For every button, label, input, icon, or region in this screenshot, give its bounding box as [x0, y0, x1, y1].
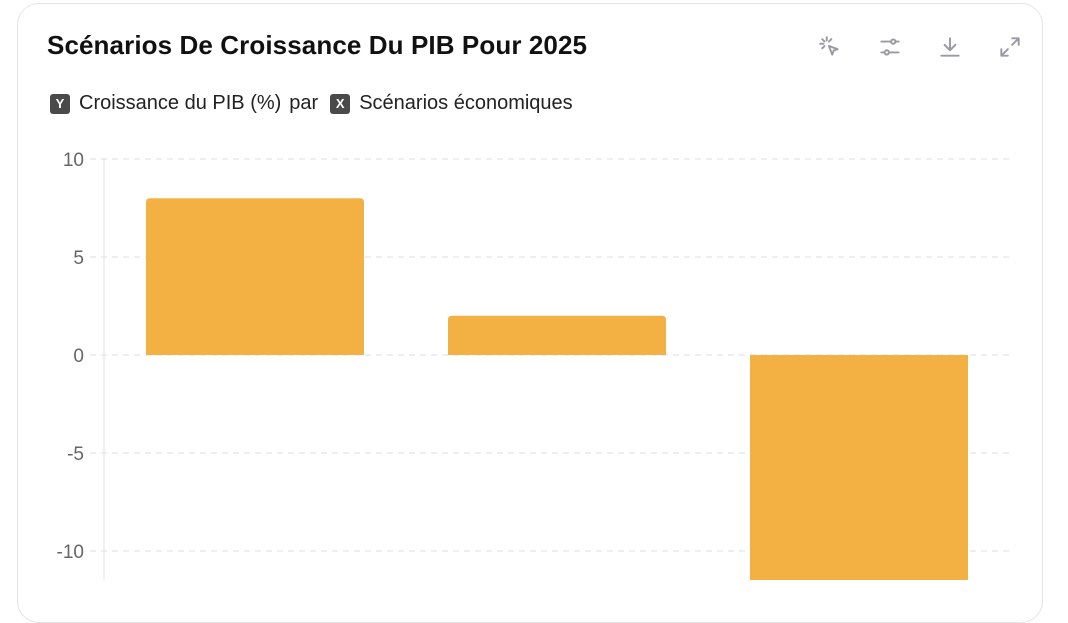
subtitle-connector: par — [289, 92, 319, 114]
y-tick-label: 0 — [73, 346, 84, 367]
bar-1[interactable] — [146, 198, 364, 355]
x-axis-label: Scénarios économiques — [359, 92, 573, 114]
chart-title: Scénarios De Croissance Du PIB Pour 2025 — [47, 30, 588, 60]
x-axis-badge: X — [330, 93, 351, 114]
y-axis-label: Croissance du PIB (%) — [79, 92, 282, 114]
y-axis-badge: Y — [50, 93, 70, 114]
select-tool-button[interactable] — [814, 31, 846, 63]
chart-subtitle: Y Croissance du PIB (%) par X Scénarios … — [50, 92, 573, 115]
y-tick-label: -5 — [67, 444, 84, 465]
bar-3[interactable] — [750, 355, 968, 580]
fullscreen-button[interactable] — [994, 31, 1026, 63]
y-tick-label: 10 — [63, 150, 84, 171]
download-icon — [940, 37, 960, 57]
y-tick-label: 5 — [73, 248, 84, 269]
expand-icon — [1000, 37, 1020, 57]
y-tick-label: -10 — [57, 542, 84, 563]
sliders-icon — [880, 38, 900, 56]
filter-settings-button[interactable] — [874, 31, 906, 63]
bar-2[interactable] — [448, 315, 666, 355]
click-pointer-icon — [819, 36, 839, 56]
download-button[interactable] — [934, 31, 966, 63]
bar-chart: 10 5 0 -5 -10 — [57, 150, 1010, 580]
chart-toolbar — [814, 31, 1026, 63]
